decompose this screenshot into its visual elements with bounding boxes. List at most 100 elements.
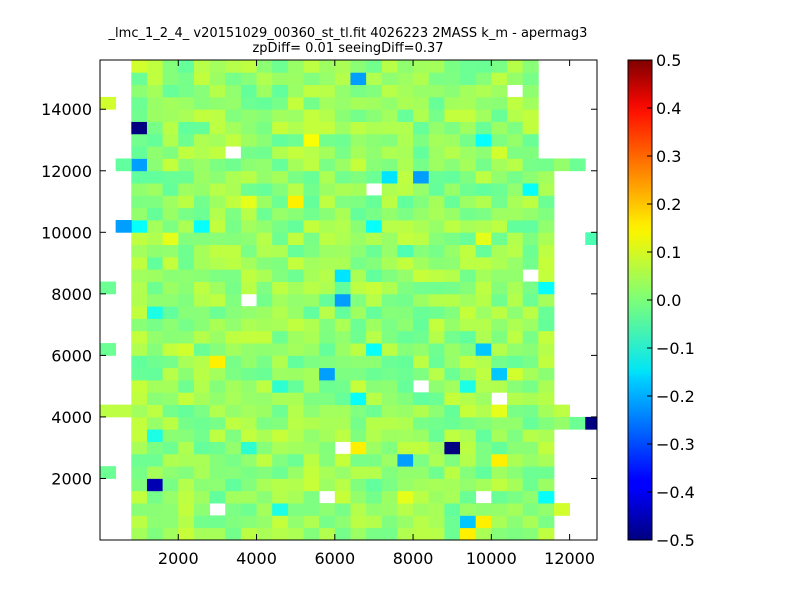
heatmap-cell (303, 220, 320, 233)
heatmap-cell (538, 244, 555, 258)
heatmap-cell (475, 318, 492, 332)
heatmap-cell (475, 109, 492, 122)
heatmap-cell (162, 466, 179, 479)
heatmap-cell (131, 490, 148, 504)
heatmap-cell (319, 232, 336, 246)
heatmap-cell (428, 441, 445, 455)
heatmap-cell (131, 503, 148, 516)
heatmap-cell (272, 404, 289, 418)
heatmap-cell (585, 232, 598, 246)
heatmap-cell (272, 293, 289, 307)
heatmap-cell (475, 207, 492, 221)
heatmap-cell (366, 72, 383, 86)
heatmap-cell (162, 490, 179, 504)
heatmap-cell (428, 490, 445, 504)
heatmap-cell (413, 318, 430, 332)
heatmap-cell (397, 404, 414, 418)
heatmap-cell (146, 232, 164, 246)
heatmap-cell (428, 121, 445, 135)
heatmap-cell (444, 416, 461, 430)
heatmap-cell (146, 121, 164, 135)
heatmap-cell (538, 269, 555, 282)
heatmap-cell (162, 170, 179, 184)
heatmap-cell (131, 220, 148, 233)
heatmap-cell (334, 478, 351, 492)
heatmap-cell (366, 293, 383, 307)
heatmap-cell (209, 466, 226, 479)
heatmap-cell (506, 195, 524, 209)
heatmap-cell (522, 109, 539, 122)
heatmap-cell (162, 355, 179, 369)
heatmap-cell (240, 281, 257, 295)
heatmap-cell (178, 244, 195, 258)
heatmap-cell (506, 72, 524, 86)
heatmap-cell (522, 96, 539, 110)
heatmap-cell (491, 380, 508, 393)
heatmap-cell (209, 183, 226, 196)
heatmap-cell (460, 429, 477, 442)
heatmap-cell (538, 232, 555, 246)
heatmap-cell (303, 515, 320, 529)
heatmap-cell (397, 121, 414, 135)
heatmap-cell (256, 133, 273, 147)
heatmap-cell (256, 392, 273, 406)
heatmap-cell (272, 527, 289, 541)
heatmap-cell (428, 453, 445, 467)
heatmap-cell (397, 232, 414, 246)
heatmap-cell (272, 380, 289, 393)
heatmap-cell (522, 293, 539, 307)
heatmap-cell (397, 220, 414, 233)
heatmap-cell (162, 207, 179, 221)
heatmap-cell (162, 343, 179, 356)
heatmap-cell (319, 244, 336, 258)
heatmap-cell (506, 453, 524, 467)
heatmap-cell (350, 367, 367, 381)
heatmap-cell (397, 293, 414, 307)
heatmap-cell (350, 306, 367, 319)
heatmap-cell (350, 527, 367, 541)
heatmap-cell (366, 343, 383, 356)
heatmap-cell (146, 146, 164, 159)
heatmap-cell (366, 515, 383, 529)
heatmap-cell (460, 220, 477, 233)
heatmap-cell (209, 269, 226, 282)
heatmap-cell (162, 416, 179, 430)
heatmap-cell (131, 293, 148, 307)
heatmap-cell (397, 109, 414, 122)
heatmap-cell (366, 318, 383, 332)
heatmap-cell (366, 158, 383, 172)
heatmap-cell (475, 441, 492, 455)
heatmap-cell (256, 306, 273, 319)
heatmap-cell (272, 503, 289, 516)
heatmap-cell (350, 330, 367, 344)
heatmap-cell (319, 72, 336, 86)
heatmap-cell (491, 293, 508, 307)
heatmap-cell (460, 72, 477, 86)
heatmap-cell (209, 84, 226, 98)
heatmap-cell (162, 441, 179, 455)
heatmap-cell (162, 121, 179, 135)
heatmap-cell (506, 60, 524, 73)
heatmap-cell (319, 330, 336, 344)
heatmap-cell (350, 281, 367, 295)
heatmap-cell (428, 466, 445, 479)
heatmap-cell (522, 72, 539, 86)
heatmap-cell (444, 269, 461, 282)
heatmap-cell (178, 441, 195, 455)
heatmap-cell (397, 318, 414, 332)
heatmap-cell (334, 466, 351, 479)
heatmap-cell (397, 269, 414, 282)
heatmap-cell (506, 269, 524, 282)
heatmap-cell (287, 109, 304, 122)
heatmap-cell (240, 158, 257, 172)
heatmap-cell (397, 367, 414, 381)
heatmap-cell (522, 121, 539, 135)
x-tick-label: 8000 (393, 549, 434, 568)
heatmap-cell (460, 453, 477, 467)
chart-subtitle: zpDiff= 0.01 seeingDiff=0.37 (252, 41, 443, 56)
heatmap-cell (256, 527, 273, 541)
heatmap-cell (319, 515, 336, 529)
heatmap-cell (413, 146, 430, 159)
heatmap-cell (413, 330, 430, 344)
heatmap-cell (319, 281, 336, 295)
